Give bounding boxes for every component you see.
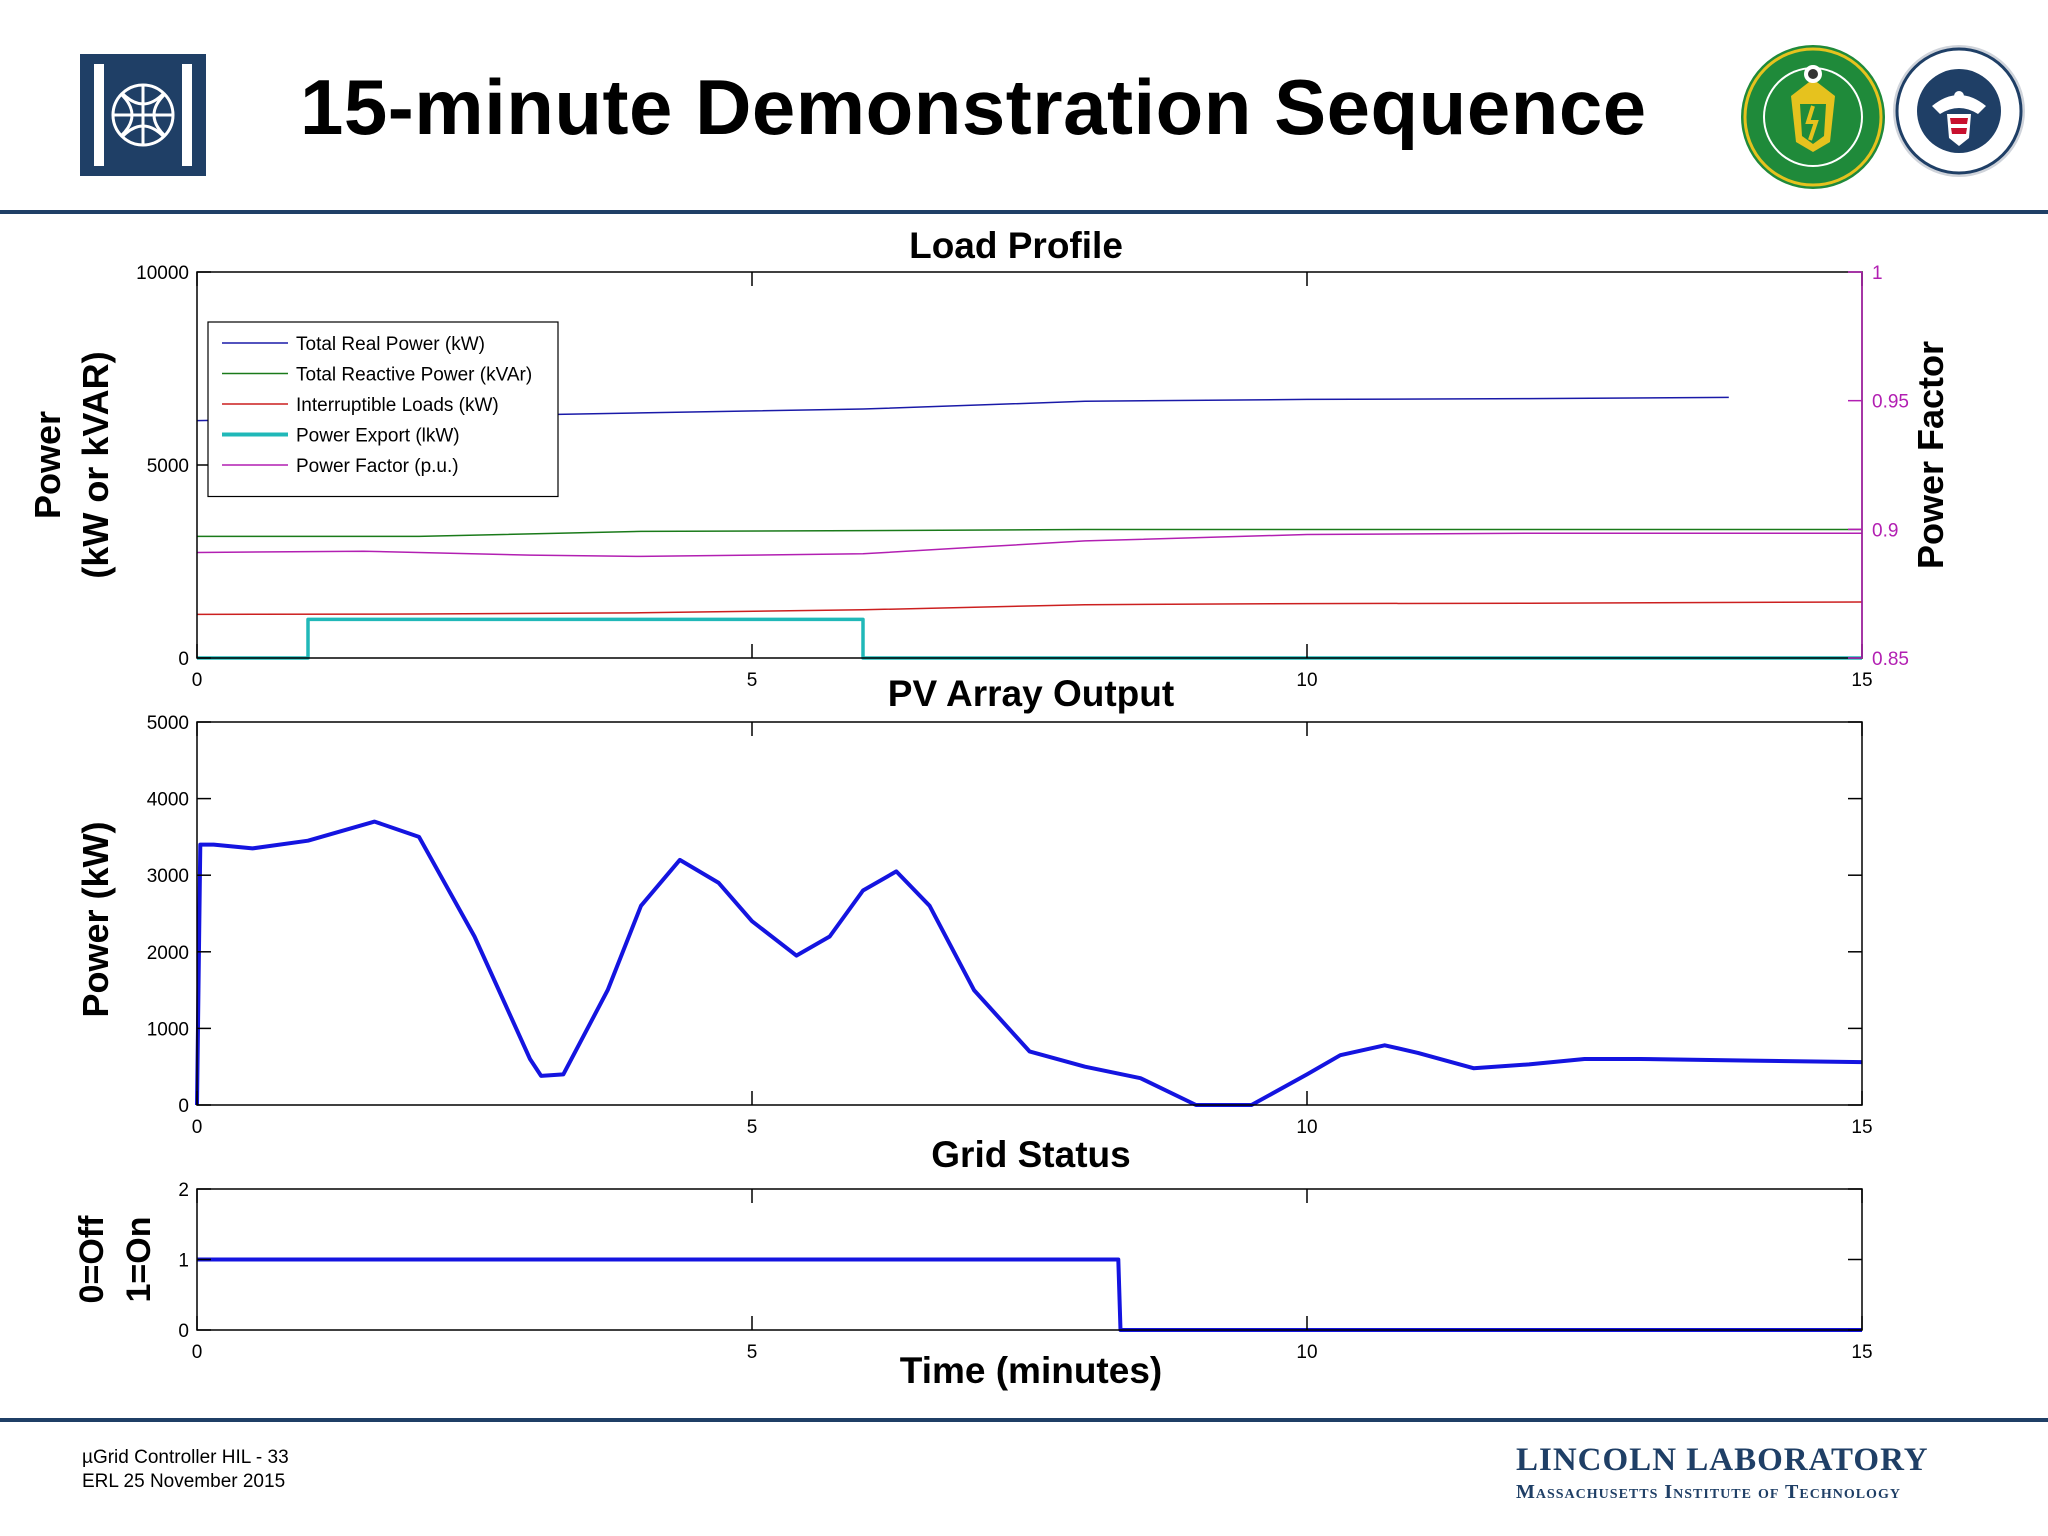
y-tick-label: 0 [178,649,189,670]
y-tick-label: 5000 [147,713,189,734]
footer-lab-wordmark: LINCOLN LABORATORY Massachusetts Institu… [1516,1442,1929,1504]
doe-seal-icon [1741,45,1885,189]
institute-name: Massachusetts Institute of Technology [1516,1481,1901,1503]
x-tick-label: 15 [1851,1342,1872,1363]
y-tick-label: 1000 [147,1019,189,1040]
y-tick-label: 2000 [147,943,189,964]
x-tick-label: 0 [192,1342,203,1363]
x-tick-label: 0 [192,1117,203,1138]
legend: Total Real Power (kW) Total Reactive Powe… [207,321,559,498]
footer-rule [0,1418,2048,1422]
y-tick-label: 0 [178,1321,189,1342]
chart-title: Grid Status [931,1134,1130,1175]
y-tick-label: 0 [178,1096,189,1117]
legend-entry: Power Export (lkW) [296,426,460,447]
y-tick-label: 3000 [147,866,189,887]
y-axis-label-line-2: 1=On [120,1217,158,1303]
pv-array-output-chart: 0 5 10 15 0 1000 2000 3000 4000 5000 PV Array Outp… [75,673,1873,1138]
y-axis-label-line-1: 0=Off [73,1215,111,1304]
y2-tick-label: 0.85 [1872,649,1909,670]
series-line-interruptible-loads-kw [196,601,1863,616]
plot-area [197,722,1862,1105]
load-profile-chart: 0 5 10 15 0 5000 10000 0.85 0.9 0.95 1 Power Factor… [27,225,1951,691]
x-tick-label: 15 [1851,670,1872,691]
x-tick-label: 15 [1851,1117,1872,1138]
legend-entry: Total Real Power (kW) [296,334,485,355]
x-tick-label: 5 [747,1117,758,1138]
header-rule [0,210,2048,214]
legend-entry: Total Reactive Power (kVAr) [296,365,532,386]
y2-tick-label: 1 [1872,263,1883,284]
x-tick-label: 10 [1296,1117,1317,1138]
x-axis-label: Time (minutes) [900,1350,1162,1391]
x-tick-label: 10 [1296,670,1317,691]
y-axis-label: Power (kW) [75,821,116,1017]
x-tick-label: 5 [747,1342,758,1363]
y2-tick-label: 0.95 [1872,392,1909,413]
chart-title: PV Array Output [888,673,1174,714]
series-line-power-factor-p-u [196,532,1862,558]
dhs-seal-icon [1893,45,2025,177]
series-line-1-0 [195,819,1863,1107]
x-tick-label: 10 [1296,1342,1317,1363]
x-tick-label: 5 [747,670,758,691]
y-tick-label: 4000 [147,790,189,811]
y-tick-label: 5000 [147,456,189,477]
plot-frame [196,721,1863,1106]
lab-name: LINCOLN LABORATORY [1516,1442,1929,1478]
lincoln-lab-logo-icon [80,54,206,176]
y2-tick-label: 0.9 [1872,520,1898,541]
y2-axis-label: Power Factor [1910,341,1951,569]
slide-title: 15-minute Demonstration Sequence [300,63,1647,151]
y-tick-label: 1 [178,1251,189,1272]
legend-box [207,321,559,498]
grid-status-chart: 0 5 10 15 0 1 2 Grid Status 0=Off 1=On Time (minut… [73,1134,1873,1391]
legend-entry: Power Factor (p.u.) [296,456,459,477]
footer-line-2: ERL 25 November 2015 [82,1471,286,1492]
x-tick-label: 0 [192,670,203,691]
y-axis-label-line-1: Power [27,411,68,519]
y-tick-label: 10000 [136,263,189,284]
y-tick-label: 2 [178,1180,189,1201]
chart-title: Load Profile [909,225,1123,266]
y-axis-label-line-2: (kW or kVAR) [75,351,116,578]
footer-slide-info: µGrid Controller HIL - 33 ERL 25 Novembe… [82,1446,289,1494]
series-line-total-reactive-power-kvar [197,528,1862,538]
legend-entry: Interruptible Loads (kW) [296,395,499,416]
footer-line-1: µGrid Controller HIL - 33 [82,1447,289,1468]
